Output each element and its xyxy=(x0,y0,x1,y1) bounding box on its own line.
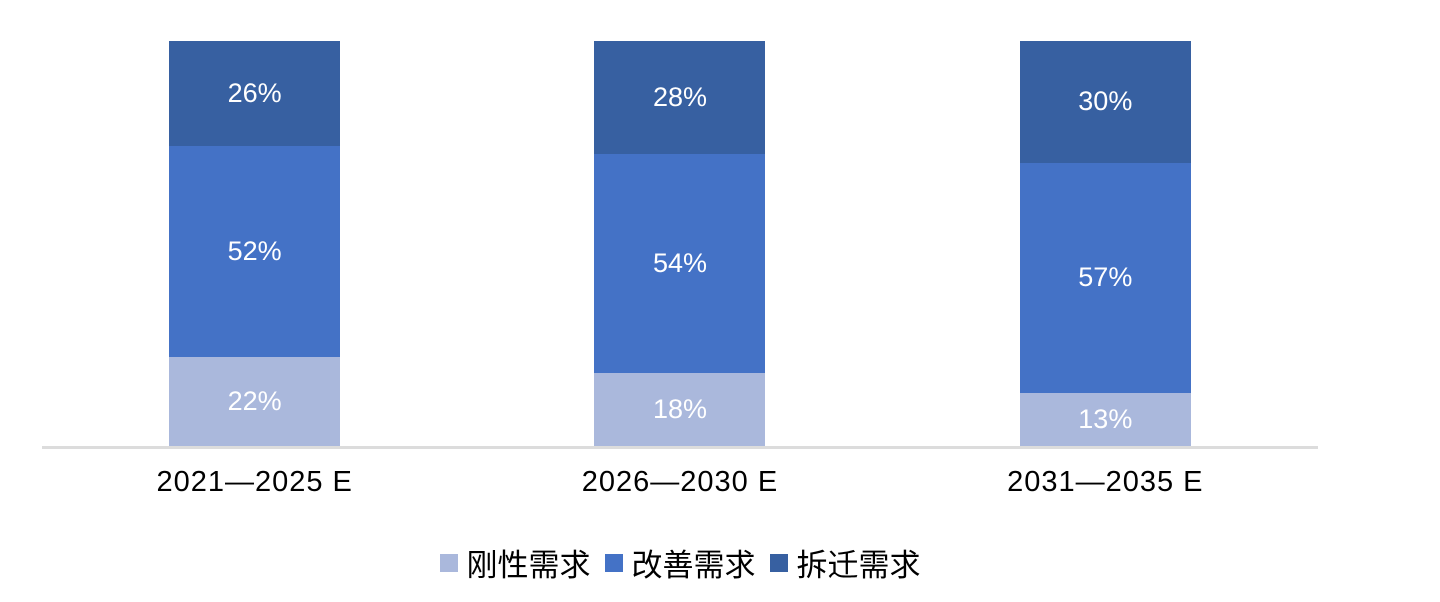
stacked-bar: 30% 57% 13% xyxy=(1019,41,1191,446)
bar-segment: 18% xyxy=(594,373,766,446)
bar-segment-value-label: 28% xyxy=(652,82,707,113)
bar-segment-value-label: 52% xyxy=(227,236,282,267)
legend-item: 拆迁需求 xyxy=(769,540,921,585)
bar-segment-value-label: 18% xyxy=(652,394,707,425)
plot-area: 26% 52% 22% 28% 54% 18% 30% 57% 13% xyxy=(42,41,1318,446)
bar-segment: 28% xyxy=(594,41,766,155)
legend-swatch-icon xyxy=(604,553,623,572)
legend-label: 刚性需求 xyxy=(466,548,591,583)
bar-segment: 54% xyxy=(594,154,766,374)
bar-segment-value-label: 30% xyxy=(1078,86,1133,117)
bar-segment-value-label: 22% xyxy=(227,385,282,416)
category-slot: 28% 54% 18% xyxy=(467,41,892,446)
bar-segment: 57% xyxy=(1019,162,1191,394)
legend-item: 改善需求 xyxy=(604,540,756,585)
bar-segment: 22% xyxy=(169,356,341,446)
bar-segment: 26% xyxy=(169,41,341,147)
legend: 刚性需求 改善需求 拆迁需求 xyxy=(42,540,1318,585)
legend-swatch-icon xyxy=(769,553,788,572)
category-slot: 26% 52% 22% xyxy=(42,41,467,446)
bar-segment-value-label: 26% xyxy=(227,78,282,109)
bar-segment: 30% xyxy=(1019,41,1191,163)
stacked-bar: 28% 54% 18% xyxy=(594,41,766,446)
bar-segment-value-label: 13% xyxy=(1078,404,1133,435)
legend-label: 改善需求 xyxy=(631,548,756,583)
legend-label: 拆迁需求 xyxy=(796,548,921,583)
x-axis-labels: 2021—2025 E 2026—2030 E 2031—2035 E xyxy=(42,466,1318,499)
bar-segment: 52% xyxy=(169,146,341,357)
x-axis-tick-label: 2031—2035 E xyxy=(1007,466,1204,498)
x-axis-tick-label: 2021—2025 E xyxy=(156,466,353,498)
bar-segment: 13% xyxy=(1019,393,1191,446)
stacked-bar: 26% 52% 22% xyxy=(169,41,341,446)
x-axis-tick-label: 2026—2030 E xyxy=(581,466,779,498)
bar-segment-value-label: 57% xyxy=(1078,262,1133,293)
category-slot: 30% 57% 13% xyxy=(893,41,1318,446)
legend-swatch-icon xyxy=(439,553,458,572)
bar-segment-value-label: 54% xyxy=(652,248,707,279)
x-axis-line xyxy=(42,446,1318,449)
legend-item: 刚性需求 xyxy=(439,540,591,585)
